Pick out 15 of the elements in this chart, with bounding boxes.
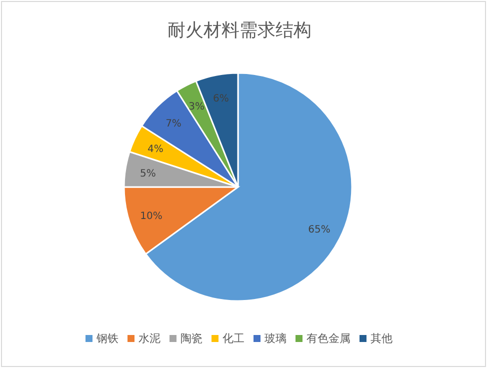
data-label: 65%	[308, 224, 330, 236]
legend-label: 水泥	[138, 332, 160, 345]
chart-title: 耐火材料需求结构	[168, 20, 312, 41]
legend-label: 钢铁	[96, 332, 118, 345]
legend-label: 陶瓷	[180, 332, 202, 345]
legend-label: 其他	[370, 332, 392, 345]
data-label: 10%	[140, 211, 162, 222]
data-label: 7%	[166, 118, 182, 130]
data-label: 6%	[212, 93, 229, 104]
legend-label: 有色金属	[306, 332, 350, 345]
data-label: 5%	[140, 168, 156, 180]
legend-label: 玻璃	[264, 332, 286, 345]
data-label: 4%	[148, 144, 164, 156]
data-label: 3%	[188, 102, 205, 113]
legend-label: 化工	[222, 332, 244, 345]
